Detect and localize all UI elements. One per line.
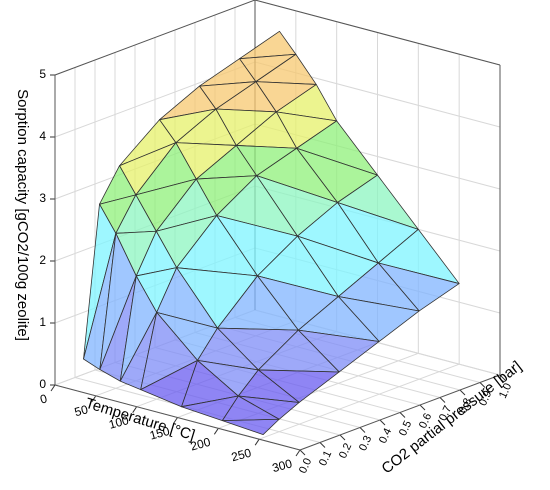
y-tick-mark — [399, 412, 406, 418]
z-axis-title: Sorption capacity [gCO2/100g zeolite] — [14, 89, 31, 341]
y-tick-mark — [419, 404, 426, 411]
y-tick-mark — [479, 382, 486, 388]
y-tick-mark — [359, 427, 366, 433]
z-tick-label: 2 — [39, 253, 46, 267]
y-axis-title: CO2 partial pressure [bar] — [378, 358, 524, 478]
z-tick-label: 0 — [39, 377, 46, 391]
x-tick-mark — [173, 417, 178, 424]
surface-facet — [221, 418, 280, 435]
y-tick-mark — [379, 419, 386, 426]
y-tick-mark — [339, 434, 346, 441]
layer — [83, 30, 460, 435]
y-tick-label: 1.0 — [497, 381, 514, 400]
x-tick-mark — [295, 449, 301, 457]
y-tick-mark — [439, 397, 446, 403]
y-tick-label: 0.2 — [337, 441, 354, 460]
x-tick-label: 150 — [148, 424, 171, 443]
x-tick-label: 100 — [107, 413, 130, 432]
y-tick-mark — [459, 389, 466, 396]
y-tick-mark — [319, 442, 326, 448]
x-tick-label: 0 — [39, 391, 49, 406]
x-tick-mark — [132, 406, 138, 413]
y-tick-label: 0.9 — [477, 389, 494, 408]
x-tick-label: 50 — [73, 402, 90, 419]
y-tick-mark — [499, 374, 506, 381]
y-tick-label: 0.1 — [317, 449, 334, 468]
x-tick-mark — [213, 428, 219, 435]
y-tick-label: 0.6 — [417, 411, 434, 430]
y-tick-label: 0.8 — [457, 396, 474, 415]
y-tick-label: 0.7 — [437, 404, 454, 423]
y-tick-label: 0.3 — [357, 434, 374, 453]
y-tick-label: 0.4 — [377, 426, 394, 445]
y-tick-mark — [299, 449, 306, 456]
x-tick-label: 250 — [230, 446, 253, 465]
y-tick-label: 0.0 — [297, 456, 314, 475]
y-tick-label: 0.5 — [397, 419, 414, 438]
axis-edge — [54, 0, 256, 76]
x-tick-mark — [254, 438, 260, 446]
x-tick-label: 300 — [271, 456, 294, 475]
z-tick-label: 1 — [39, 315, 46, 329]
z-tick-label: 4 — [39, 129, 46, 143]
x-tick-label: 200 — [189, 435, 212, 454]
axis-edge — [299, 374, 501, 451]
x-tick-mark — [91, 395, 97, 403]
axis-edge — [54, 384, 301, 451]
z-tick-label: 5 — [39, 67, 46, 81]
axis-edge — [254, 0, 501, 66]
x-tick-mark — [50, 384, 56, 392]
z-tick-label: 3 — [39, 191, 46, 205]
